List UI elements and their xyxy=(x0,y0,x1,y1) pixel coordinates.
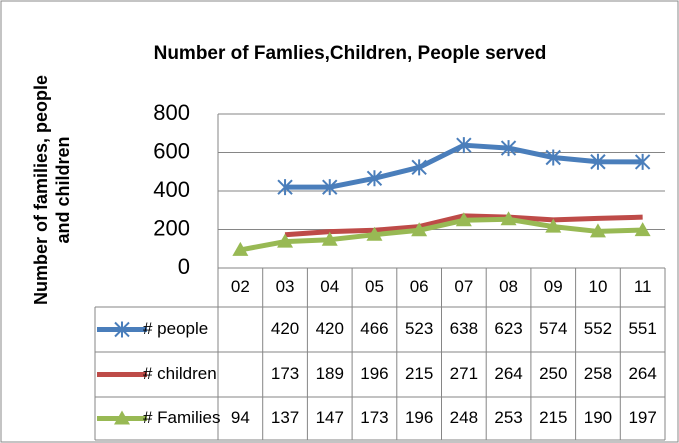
table-value: 552 xyxy=(584,319,612,338)
table-value: 551 xyxy=(628,319,656,338)
table-value: 250 xyxy=(539,364,567,383)
marker xyxy=(366,170,383,187)
legend-label: # Families xyxy=(143,408,220,427)
table-value: 466 xyxy=(360,319,388,338)
table-value: 196 xyxy=(360,364,388,383)
marker xyxy=(634,222,651,237)
marker xyxy=(366,226,383,241)
table-value: 264 xyxy=(494,364,522,383)
y-axis-label: Number of families, people and children xyxy=(31,75,73,305)
y-tick-label: 400 xyxy=(153,177,190,202)
legend-label: # children xyxy=(143,364,217,383)
marker xyxy=(455,212,472,227)
table-value: 173 xyxy=(271,364,299,383)
marker xyxy=(114,321,130,338)
marker xyxy=(456,137,472,154)
marker xyxy=(322,179,338,196)
table-value: 638 xyxy=(450,319,478,338)
table-value: 264 xyxy=(628,364,656,383)
chart-title: Number of Famlies,Children, People serve… xyxy=(154,43,547,64)
marker xyxy=(589,223,606,238)
table-value: 189 xyxy=(316,364,344,383)
x-tick-label: 03 xyxy=(276,277,295,296)
marker xyxy=(500,211,517,226)
y-tick-label: 0 xyxy=(178,254,190,279)
table-value: 215 xyxy=(539,408,567,427)
marker xyxy=(411,222,428,237)
x-tick-label: 04 xyxy=(320,277,339,296)
y-tick-label: 600 xyxy=(153,138,190,163)
table-value: 248 xyxy=(450,408,478,427)
table-value: 271 xyxy=(450,364,478,383)
table-value: 574 xyxy=(539,319,567,338)
x-tick-label: 09 xyxy=(544,277,563,296)
table-value: 190 xyxy=(584,408,612,427)
table-value: 523 xyxy=(405,319,433,338)
legend-label: # people xyxy=(143,319,208,338)
x-tick-label: 07 xyxy=(454,277,473,296)
table-value: 253 xyxy=(494,408,522,427)
table-value: 173 xyxy=(360,408,388,427)
y-label-line: Number of families, people xyxy=(31,75,51,305)
marker xyxy=(545,149,561,166)
marker xyxy=(114,410,130,425)
marker xyxy=(590,153,606,170)
marker xyxy=(634,153,651,170)
x-tick-label: 02 xyxy=(231,277,250,296)
y-tick-label: 200 xyxy=(153,215,190,240)
marker xyxy=(277,179,293,196)
table-value: 258 xyxy=(584,364,612,383)
series-line xyxy=(239,216,643,253)
marker xyxy=(232,241,249,256)
marker xyxy=(411,159,427,176)
y-label-line: and children xyxy=(53,136,73,243)
marker xyxy=(500,140,517,157)
table-value: 215 xyxy=(405,364,433,383)
table-value: 420 xyxy=(271,319,299,338)
table-value: 147 xyxy=(316,408,344,427)
x-tick-label: 06 xyxy=(410,277,429,296)
table-value: 197 xyxy=(628,408,656,427)
x-tick-label: 11 xyxy=(634,277,652,296)
table-value: 196 xyxy=(405,408,433,427)
marker xyxy=(545,218,562,233)
table-value: 94 xyxy=(231,408,250,427)
x-tick-label: 08 xyxy=(499,277,518,296)
table-value: 420 xyxy=(316,319,344,338)
x-tick-label: 10 xyxy=(588,277,607,296)
table-value: 137 xyxy=(271,408,299,427)
y-tick-label: 800 xyxy=(153,100,190,125)
marker xyxy=(277,233,294,248)
marker xyxy=(321,231,338,246)
x-tick-label: 05 xyxy=(365,277,384,296)
table-value: 623 xyxy=(494,319,522,338)
